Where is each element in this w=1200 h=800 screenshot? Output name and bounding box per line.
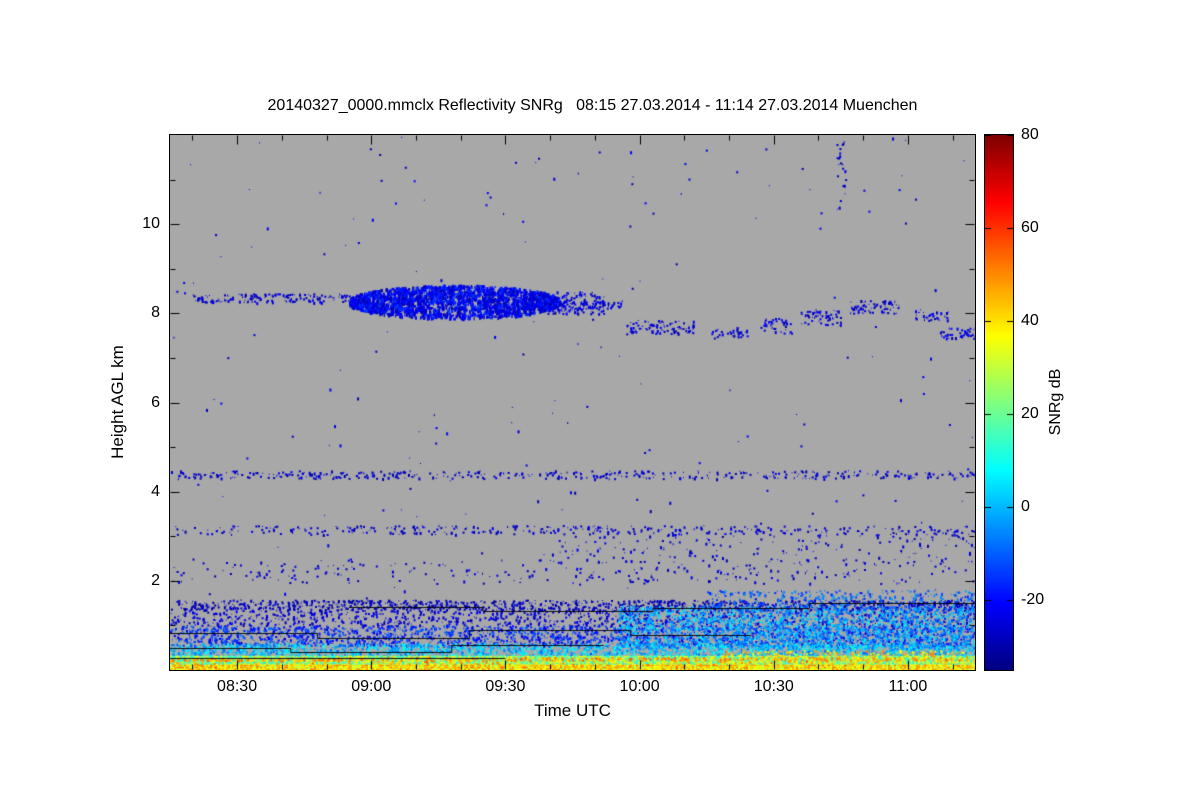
colorbar-tick-label: 80 — [1021, 126, 1039, 143]
x-tick-label: 11:00 — [888, 678, 928, 695]
y-tick-label: 10 — [142, 215, 160, 233]
x-tick-label: 10:30 — [753, 678, 794, 695]
colorbar-label: SNRg dB — [1047, 368, 1064, 436]
x-axis-label: Time UTC — [534, 701, 611, 720]
y-tick-label: 2 — [151, 571, 160, 589]
heatmap-canvas — [170, 135, 975, 670]
plot-area — [169, 134, 976, 671]
x-tick-label: 08:30 — [217, 678, 258, 695]
colorbar-tick-label: 60 — [1021, 219, 1039, 237]
colorbar — [984, 134, 1014, 671]
x-tick-label: 09:30 — [485, 678, 526, 695]
y-axis-label: Height AGL km — [108, 345, 127, 459]
y-tick-label: 8 — [151, 304, 160, 322]
colorbar-tick-label: -20 — [1021, 591, 1045, 609]
colorbar-tick-label: 40 — [1021, 312, 1039, 330]
x-tick-label: 10:00 — [619, 678, 660, 695]
x-tick-label: 09:00 — [351, 678, 392, 695]
chart-title: 20140327_0000.mmclx Reflectivity SNRg 08… — [267, 97, 918, 114]
colorbar-canvas — [985, 135, 1013, 670]
y-tick-label: 4 — [151, 482, 160, 500]
colorbar-tick-label: 0 — [1021, 498, 1030, 516]
